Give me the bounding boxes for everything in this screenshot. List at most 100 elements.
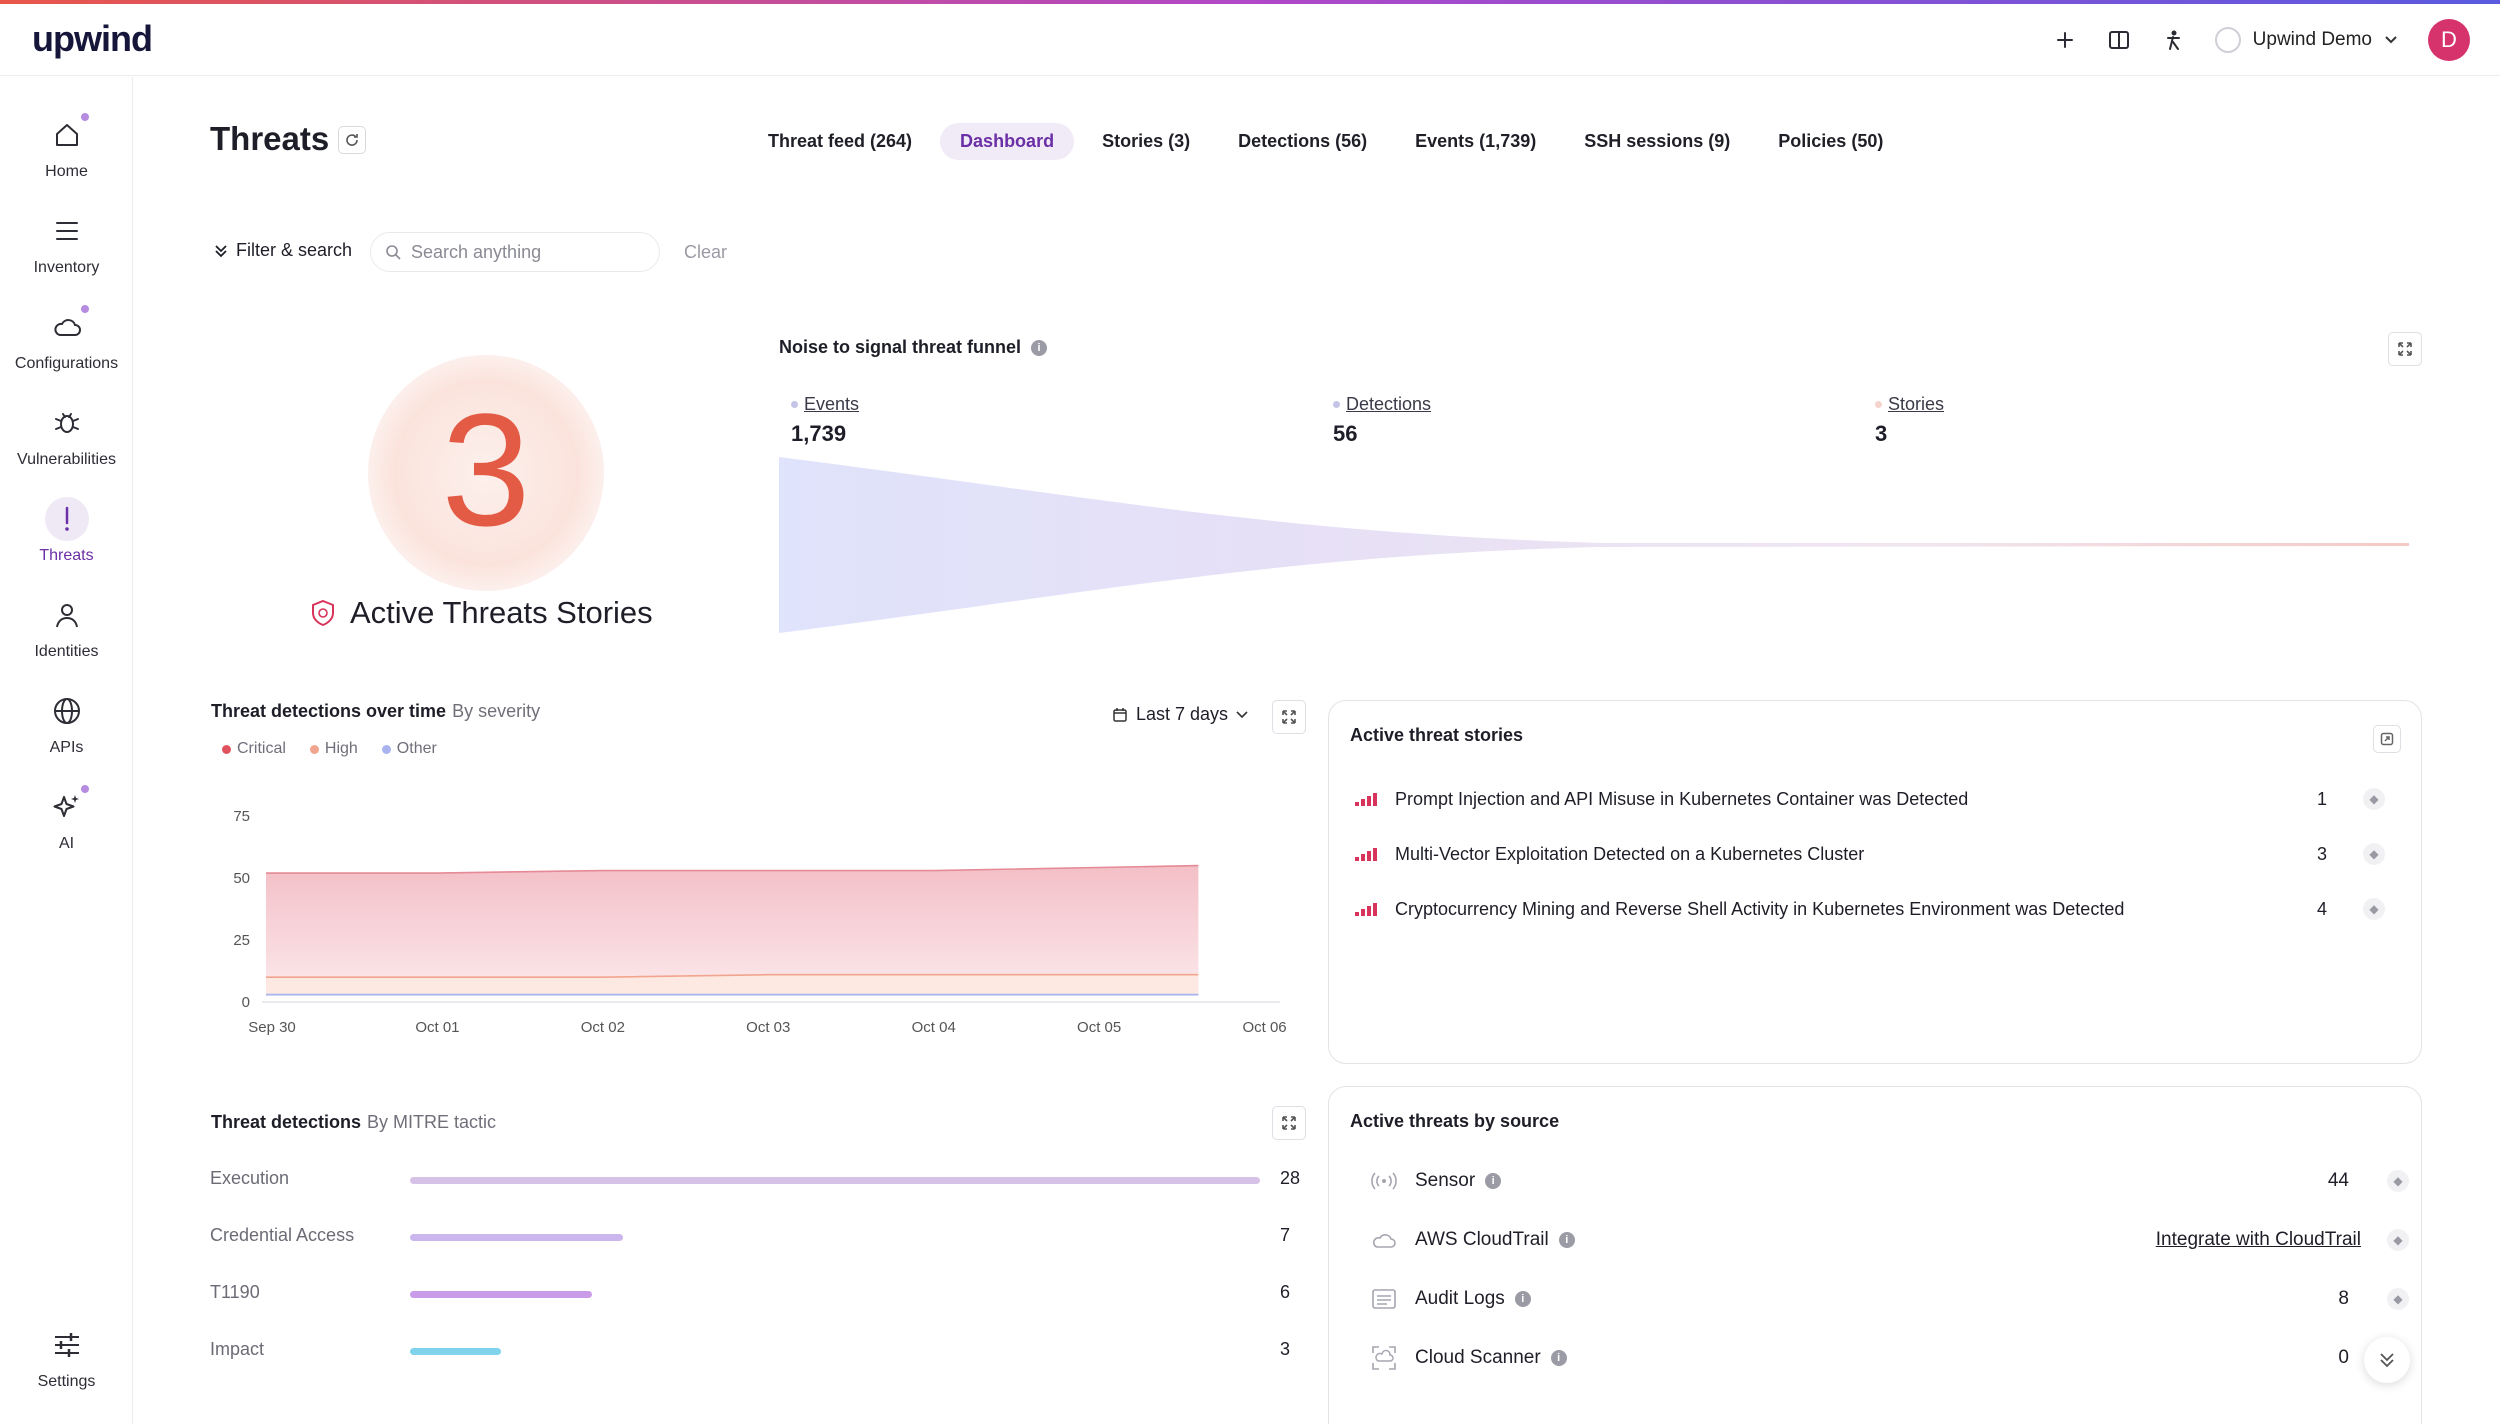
tab-detections[interactable]: Detections (56) [1238,130,1368,151]
time-range-select[interactable]: Last 7 days [1112,704,1248,725]
shield-icon: ◆ [2363,898,2385,920]
story-row[interactable]: Multi-Vector Exploitation Detected on a … [1355,834,2385,874]
active-stories-heading: Active Threats Stories [310,595,653,631]
plus-icon[interactable] [2053,28,2077,52]
sidebar-item-label: Home [45,163,88,180]
card-title: Active threats by source [1350,1111,1560,1131]
org-name: Upwind Demo [2252,29,2372,50]
tab-dashboard[interactable]: Dashboard [940,122,1075,160]
sidebar-item-label: APIs [49,739,84,756]
search-box [370,232,660,272]
active-stories-label: Active Threats Stories [350,595,653,630]
sidebar-item-settings[interactable]: Settings [0,1323,133,1409]
mitre-expand-button[interactable] [1272,1106,1306,1140]
sidebar-item-configurations[interactable]: Configurations [0,305,133,391]
sidebar-item-threats[interactable]: Threats [0,497,133,583]
funnel-expand-button[interactable] [2388,332,2422,366]
mitre-row[interactable]: T1190 6 [210,1276,1310,1312]
double-chevron-down-icon [2380,1353,2394,1368]
tab-policies[interactable]: Policies (50) [1778,130,1884,151]
refresh-button[interactable] [338,126,366,154]
series-area-critical [266,865,1199,996]
sidebar-item-identities[interactable]: Identities [0,593,133,679]
expand-icon [1282,1116,1296,1130]
double-chevron-icon [215,244,227,257]
legend-label: Other [396,740,437,757]
card-title: Active threat stories [1350,725,1524,745]
scroll-down-button[interactable] [2364,1337,2410,1383]
refresh-icon [346,134,358,146]
time-range-value: Last 7 days [1136,704,1229,724]
notification-dot [80,785,89,793]
x-tick-label: Sep 30 [248,1019,296,1036]
tab-threat-feed[interactable]: Threat feed (264) [768,130,913,151]
open-stories-button[interactable] [2373,725,2401,753]
filter-toggle-button[interactable]: Filter & search [214,240,352,261]
story-row[interactable]: Prompt Injection and API Misuse in Kuber… [1355,779,2385,819]
shield-alert-icon [312,599,334,627]
stage-dot [791,401,798,408]
legend-high[interactable]: High [309,740,358,758]
mitre-count: 3 [1280,1339,1291,1359]
sidebar-item-vulnerabilities[interactable]: Vulnerabilities [0,401,133,487]
x-tick-label: Oct 04 [912,1019,956,1036]
source-row-sensor[interactable]: Sensor i 44 ◆ [1369,1161,2409,1201]
legend-other[interactable]: Other [381,740,437,758]
page-title: Threats [210,120,330,157]
funnel-stage-detections[interactable]: Detections 56 [1333,394,1431,447]
integrate-cloudtrail-link[interactable]: Integrate with CloudTrail [2155,1229,2361,1250]
x-tick-label: Oct 05 [1077,1019,1121,1036]
mitre-row[interactable]: Impact 3 [210,1333,1310,1369]
mitre-row[interactable]: Execution 28 [210,1162,1310,1198]
funnel-stage-stories[interactable]: Stories 3 [1875,394,1944,447]
person-icon [45,593,89,637]
help-person-icon[interactable] [2161,28,2185,52]
info-icon[interactable]: i [1558,1232,1575,1248]
y-tick-label: 75 [233,808,250,825]
sidebar-item-home[interactable]: Home [0,113,133,199]
app-logo[interactable]: upwind [32,18,153,59]
mitre-row[interactable]: Credential Access 7 [210,1219,1310,1255]
x-tick-label: Oct 01 [415,1019,459,1036]
clear-button[interactable]: Clear [684,242,728,262]
funnel-stage-events[interactable]: Events 1,739 [791,394,859,447]
source-row-cloud-scanner[interactable]: Cloud Scanner i 0 [1369,1338,2409,1378]
legend-critical[interactable]: Critical [222,740,286,758]
y-tick-label: 0 [242,994,250,1011]
story-row[interactable]: Cryptocurrency Mining and Reverse Shell … [1355,889,2385,929]
source-name: Cloud Scanner [1415,1347,1541,1368]
stage-label: Detections [1346,394,1432,414]
panel-title-text: Threat detections [211,1112,362,1132]
info-icon[interactable]: i [1514,1291,1531,1307]
org-switcher[interactable]: Upwind Demo [2214,27,2398,53]
funnel-graphic [779,457,2409,633]
sidebar-item-apis[interactable]: APIs [0,689,133,775]
panel-subtitle: By severity [452,701,541,721]
funnel-title: Noise to signal threat funnel [779,337,1022,357]
book-icon[interactable] [2107,28,2131,52]
tab-stories[interactable]: Stories (3) [1102,130,1191,151]
sidebar-item-ai[interactable]: AI [0,785,133,871]
source-row-audit-logs[interactable]: Audit Logs i 8 ◆ [1369,1279,2409,1319]
mitre-label: Credential Access [210,1225,355,1245]
info-icon[interactable]: i [1031,339,1048,356]
stage-value: 1,739 [791,421,847,446]
legend-label: Critical [237,740,286,757]
severity-bars-icon [1355,902,1385,916]
search-input[interactable] [411,241,631,263]
tab-events[interactable]: Events (1,739) [1415,130,1537,151]
story-title: Prompt Injection and API Misuse in Kuber… [1395,788,1969,809]
sidebar-item-label: Inventory [33,259,100,276]
top-actions: Upwind Demo D [2053,16,2470,64]
info-icon[interactable]: i [1550,1350,1567,1366]
tab-ssh-sessions[interactable]: SSH sessions (9) [1584,130,1731,151]
sidebar-item-inventory[interactable]: Inventory [0,209,133,295]
mitre-label: Impact [210,1339,265,1359]
chart-expand-button[interactable] [1272,700,1306,734]
sidebar-item-label: Settings [37,1373,96,1390]
info-icon[interactable]: i [1485,1173,1502,1189]
source-row-aws-cloudtrail[interactable]: AWS CloudTrail i Integrate with CloudTrai… [1369,1220,2409,1260]
legend-label: High [324,740,358,757]
user-avatar[interactable]: D [2428,19,2470,61]
story-title: Cryptocurrency Mining and Reverse Shell … [1395,898,2125,919]
